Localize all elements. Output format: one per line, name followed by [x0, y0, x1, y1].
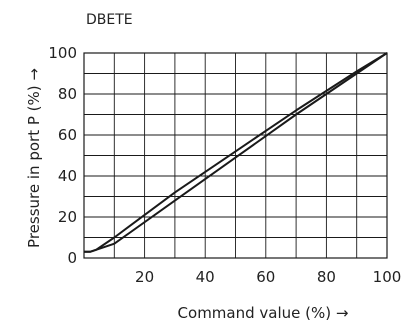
x-tick-label: 20 — [135, 268, 154, 286]
series-line-lower — [84, 52, 388, 253]
plot-grid — [84, 53, 387, 258]
y-tick-label: 80 — [58, 85, 77, 103]
plot-series — [84, 52, 388, 253]
y-tick-label: 20 — [58, 208, 77, 226]
y-tick-label: 100 — [48, 44, 77, 62]
x-tick-label: 80 — [317, 268, 336, 286]
y-tick-labels: 0 20 40 60 80 100 — [48, 44, 77, 267]
y-tick-label: 0 — [67, 249, 77, 267]
plot-frame — [83, 52, 388, 259]
x-tick-label: 60 — [256, 268, 275, 286]
x-tick-label: 100 — [373, 268, 402, 286]
x-axis-label: Command value (%) → — [178, 304, 349, 322]
chart-title: DBETE — [86, 12, 133, 28]
x-tick-label: 40 — [196, 268, 215, 286]
y-axis-label: Pressure in port P (%) → — [25, 68, 43, 248]
y-tick-label: 60 — [58, 126, 77, 144]
y-tick-label: 40 — [58, 167, 77, 185]
x-tick-labels: 20 40 60 80 100 — [135, 268, 401, 286]
